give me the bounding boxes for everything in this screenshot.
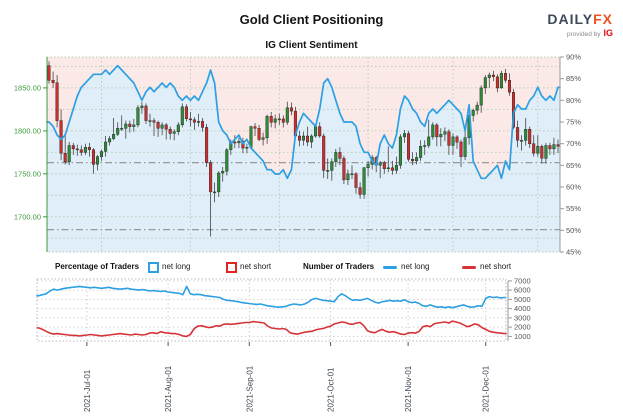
month-label: 2021-Jul-01 [83,369,92,412]
svg-text:7000: 7000 [514,276,531,285]
net-short-line-swatch [462,266,476,269]
svg-text:50%: 50% [566,226,581,235]
svg-text:2000: 2000 [514,323,531,332]
svg-text:1800.00: 1800.00 [14,126,41,135]
legend-net-short-num: net short [480,262,512,271]
percent-axis: 90% 85% 80% 75% 70% 65% 60% 55% 50% 45% [559,53,581,257]
sentiment-fills [47,57,560,252]
svg-text:1750.00: 1750.00 [14,169,41,178]
logo-provided-by: provided by IG [547,29,613,39]
svg-text:45%: 45% [566,248,581,257]
traders-plot-border [36,278,507,342]
logo-fx-text: FX [593,11,613,27]
ig-logo: IG [603,28,613,38]
price-axis: 1850.00 1800.00 1750.00 1700.00 [14,57,48,252]
svg-text:80%: 80% [566,96,581,105]
svg-text:1850.00: 1850.00 [14,83,41,92]
month-label: 2021-Dec-01 [482,365,491,412]
month-label: 2021-Oct-01 [327,367,336,412]
legend-num-label: Number of Traders [303,262,375,271]
svg-text:5000: 5000 [514,295,531,304]
date-axis: 2021-Jul-01 2021-Aug-01 2021-Sep-01 2021-Oc… [83,342,491,412]
svg-text:55%: 55% [566,204,581,213]
svg-text:85%: 85% [566,74,581,83]
svg-text:70%: 70% [566,139,581,148]
traders-net-long-line [36,285,507,309]
legend: Percentage of Traders net long net short… [0,259,623,275]
svg-text:6000: 6000 [514,286,531,295]
svg-text:4000: 4000 [514,304,531,313]
provided-by-text: provided by [566,31,601,38]
price-candles [47,61,560,237]
legend-net-long-num: net long [401,262,430,271]
svg-text:75%: 75% [566,118,581,127]
svg-text:1700.00: 1700.00 [14,212,41,221]
net-long-square-swatch [148,262,159,273]
logo-daily-text: DAILY [547,11,594,27]
dailyfx-logo-wordmark: DAILYFX [547,12,613,26]
chart-subtitle: IG Client Sentiment [265,40,358,51]
legend-net-short-pct: net short [240,262,272,271]
net-long-line-swatch [383,266,397,269]
month-label: 2021-Nov-01 [404,365,413,412]
legend-pct-label: Percentage of Traders [55,262,140,271]
month-label: 2021-Aug-01 [164,365,173,412]
legend-net-long-pct: net long [162,262,191,271]
svg-text:90%: 90% [566,53,581,62]
month-label: 2021-Sep-01 [245,365,254,412]
svg-text:3000: 3000 [514,313,531,322]
traders-net-short-line [36,320,507,338]
page-title: Gold Client Positioning [239,12,384,27]
svg-text:1000: 1000 [514,332,531,341]
net-long-pct-line [46,64,561,180]
svg-text:60%: 60% [566,183,581,192]
net-short-square-swatch [226,262,237,273]
svg-text:65%: 65% [566,161,581,170]
dailyfx-logo: DAILYFX provided by IG [547,12,613,39]
